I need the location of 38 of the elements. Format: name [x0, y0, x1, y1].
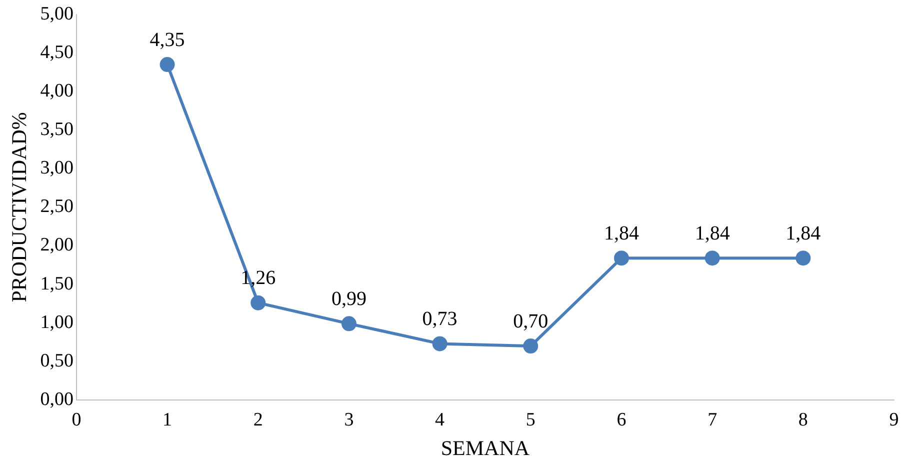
- data-label: 0,73: [422, 308, 458, 330]
- x-tick-label: 9: [889, 409, 899, 430]
- x-tick-label: 6: [616, 409, 626, 430]
- y-tick-label: 1,00: [40, 312, 74, 333]
- point: [250, 295, 266, 310]
- y-tick-label: 3,50: [40, 119, 74, 140]
- data-label: 0,99: [331, 288, 366, 310]
- y-tick-label: 3,00: [40, 158, 74, 179]
- y-tick-label: 2,00: [40, 234, 74, 256]
- point: [796, 250, 811, 266]
- point: [160, 57, 175, 72]
- y-tick-label: 0,50: [40, 350, 74, 372]
- x-tick-label: 5: [526, 409, 536, 430]
- data-label: 1,84: [786, 222, 821, 244]
- y-tick-label: 5,00: [40, 3, 74, 24]
- point: [523, 338, 538, 354]
- y-axis-title: PRODUCTIVIDAD%: [7, 112, 32, 302]
- point: [704, 250, 720, 266]
- y-tick-label: 4,50: [40, 42, 74, 63]
- x-tick-label: 7: [708, 409, 718, 430]
- y-tick-label: 4,00: [40, 80, 74, 102]
- x-tick-label: 3: [344, 409, 354, 430]
- point: [614, 250, 629, 266]
- x-tick-label: 1: [162, 409, 172, 430]
- data-label: 1,84: [694, 222, 730, 244]
- point: [432, 336, 448, 352]
- data-label: 4,35: [150, 28, 185, 51]
- x-tick-label: 2: [253, 409, 263, 430]
- data-label: 1,84: [604, 222, 639, 244]
- x-tick-label: 0: [72, 409, 82, 430]
- data-label: 0,70: [513, 310, 548, 332]
- y-tick-label: 2,50: [40, 196, 74, 218]
- point: [341, 316, 356, 332]
- y-tick-label: 1,50: [40, 273, 74, 294]
- x-tick-label: 8: [798, 409, 808, 430]
- y-tick-label: 0,00: [40, 388, 74, 410]
- x-tick-label: 4: [435, 409, 446, 430]
- x-axis-title: SEMANA: [440, 436, 530, 460]
